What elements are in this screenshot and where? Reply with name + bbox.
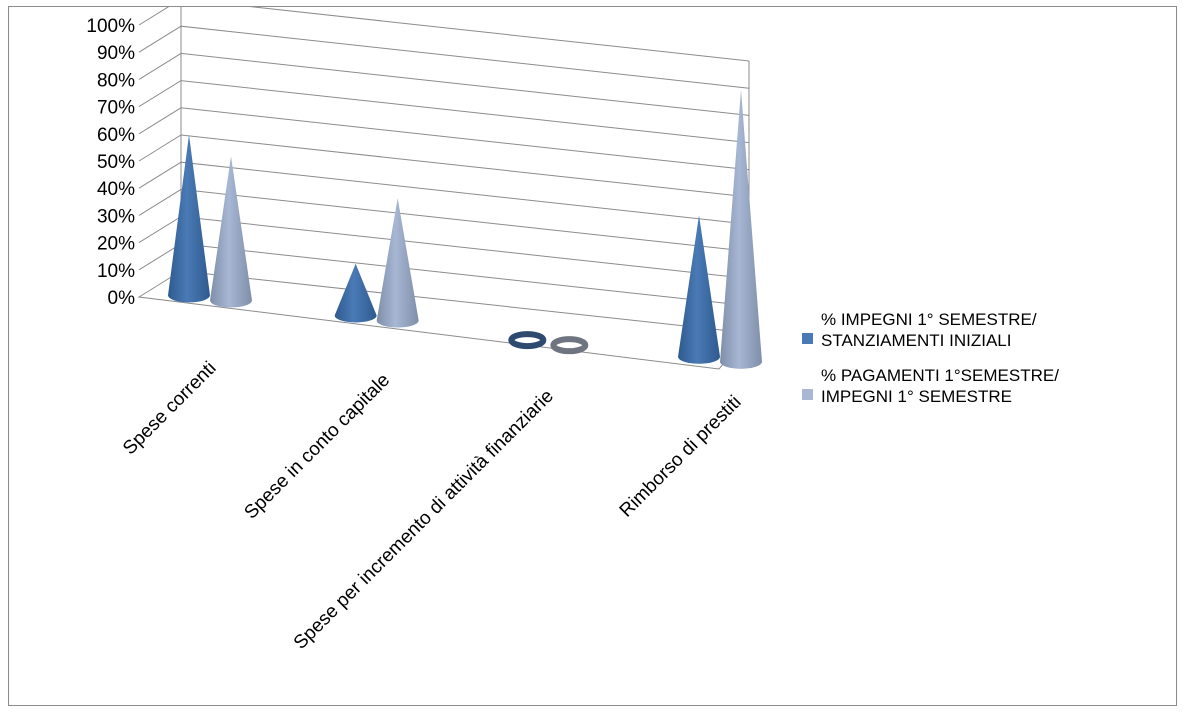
y-tick-label: 70%: [97, 98, 135, 119]
cone: [720, 89, 762, 369]
y-tick-label: 100%: [86, 16, 135, 37]
y-tick-label: 50%: [97, 152, 135, 173]
y-tick-label: 10%: [97, 261, 135, 282]
cone: [376, 198, 419, 328]
y-tick-label: 60%: [97, 125, 135, 146]
gridline: [138, 80, 750, 144]
gridline: [138, 161, 750, 225]
chart-frame: 0% 10% 20% 30% 40% 50% 60% 70% 80% 90% 100% Spese …: [8, 6, 1177, 706]
cone: [210, 156, 252, 308]
category-label: Spese in conto capitale: [240, 370, 394, 524]
legend-label: STANZIAMENTI INIZIALI: [821, 331, 1011, 350]
cone-zero: [550, 336, 589, 355]
y-tick-label: 20%: [97, 234, 135, 255]
legend-label: IMPEGNI 1° SEMESTRE: [821, 387, 1012, 406]
cone: [678, 215, 720, 364]
y-tick-label: 40%: [97, 179, 135, 200]
category-label: Spese correnti: [119, 358, 220, 459]
y-tick-label: 90%: [97, 43, 135, 64]
y-tick-label: 80%: [97, 70, 135, 91]
cone: [334, 263, 377, 323]
category-label: Rimborso di prestiti: [616, 392, 746, 522]
category-labels: Spese correnti Spese in conto capitaleSpe…: [119, 358, 745, 654]
legend: % IMPEGNI 1° SEMESTRE/STANZIAMENTI INIZI…: [802, 310, 1059, 406]
legend-swatch: [802, 333, 813, 344]
legend-swatch: [802, 389, 813, 400]
cone: [168, 134, 210, 303]
gridline: [138, 107, 750, 171]
gridline: [138, 7, 750, 62]
back-wall: [181, 7, 749, 333]
gridlines: [138, 7, 750, 307]
legend-label: % PAGAMENTI 1°SEMESTRE/: [821, 366, 1059, 385]
cone-chart: 0% 10% 20% 30% 40% 50% 60% 70% 80% 90% 100% Spese …: [86, 7, 1059, 654]
gridline: [138, 25, 750, 89]
cones: [168, 89, 762, 369]
y-tick-label: 30%: [97, 206, 135, 227]
gridline: [138, 134, 750, 198]
cone-zero: [508, 331, 547, 350]
gridline: [138, 52, 750, 116]
gridline: [138, 188, 750, 252]
legend-label: % IMPEGNI 1° SEMESTRE/: [821, 310, 1037, 329]
y-axis-ticks: 0% 10% 20% 30% 40% 50% 60% 70% 80% 90% 100%: [86, 16, 135, 309]
y-tick-label: 0%: [108, 288, 136, 309]
